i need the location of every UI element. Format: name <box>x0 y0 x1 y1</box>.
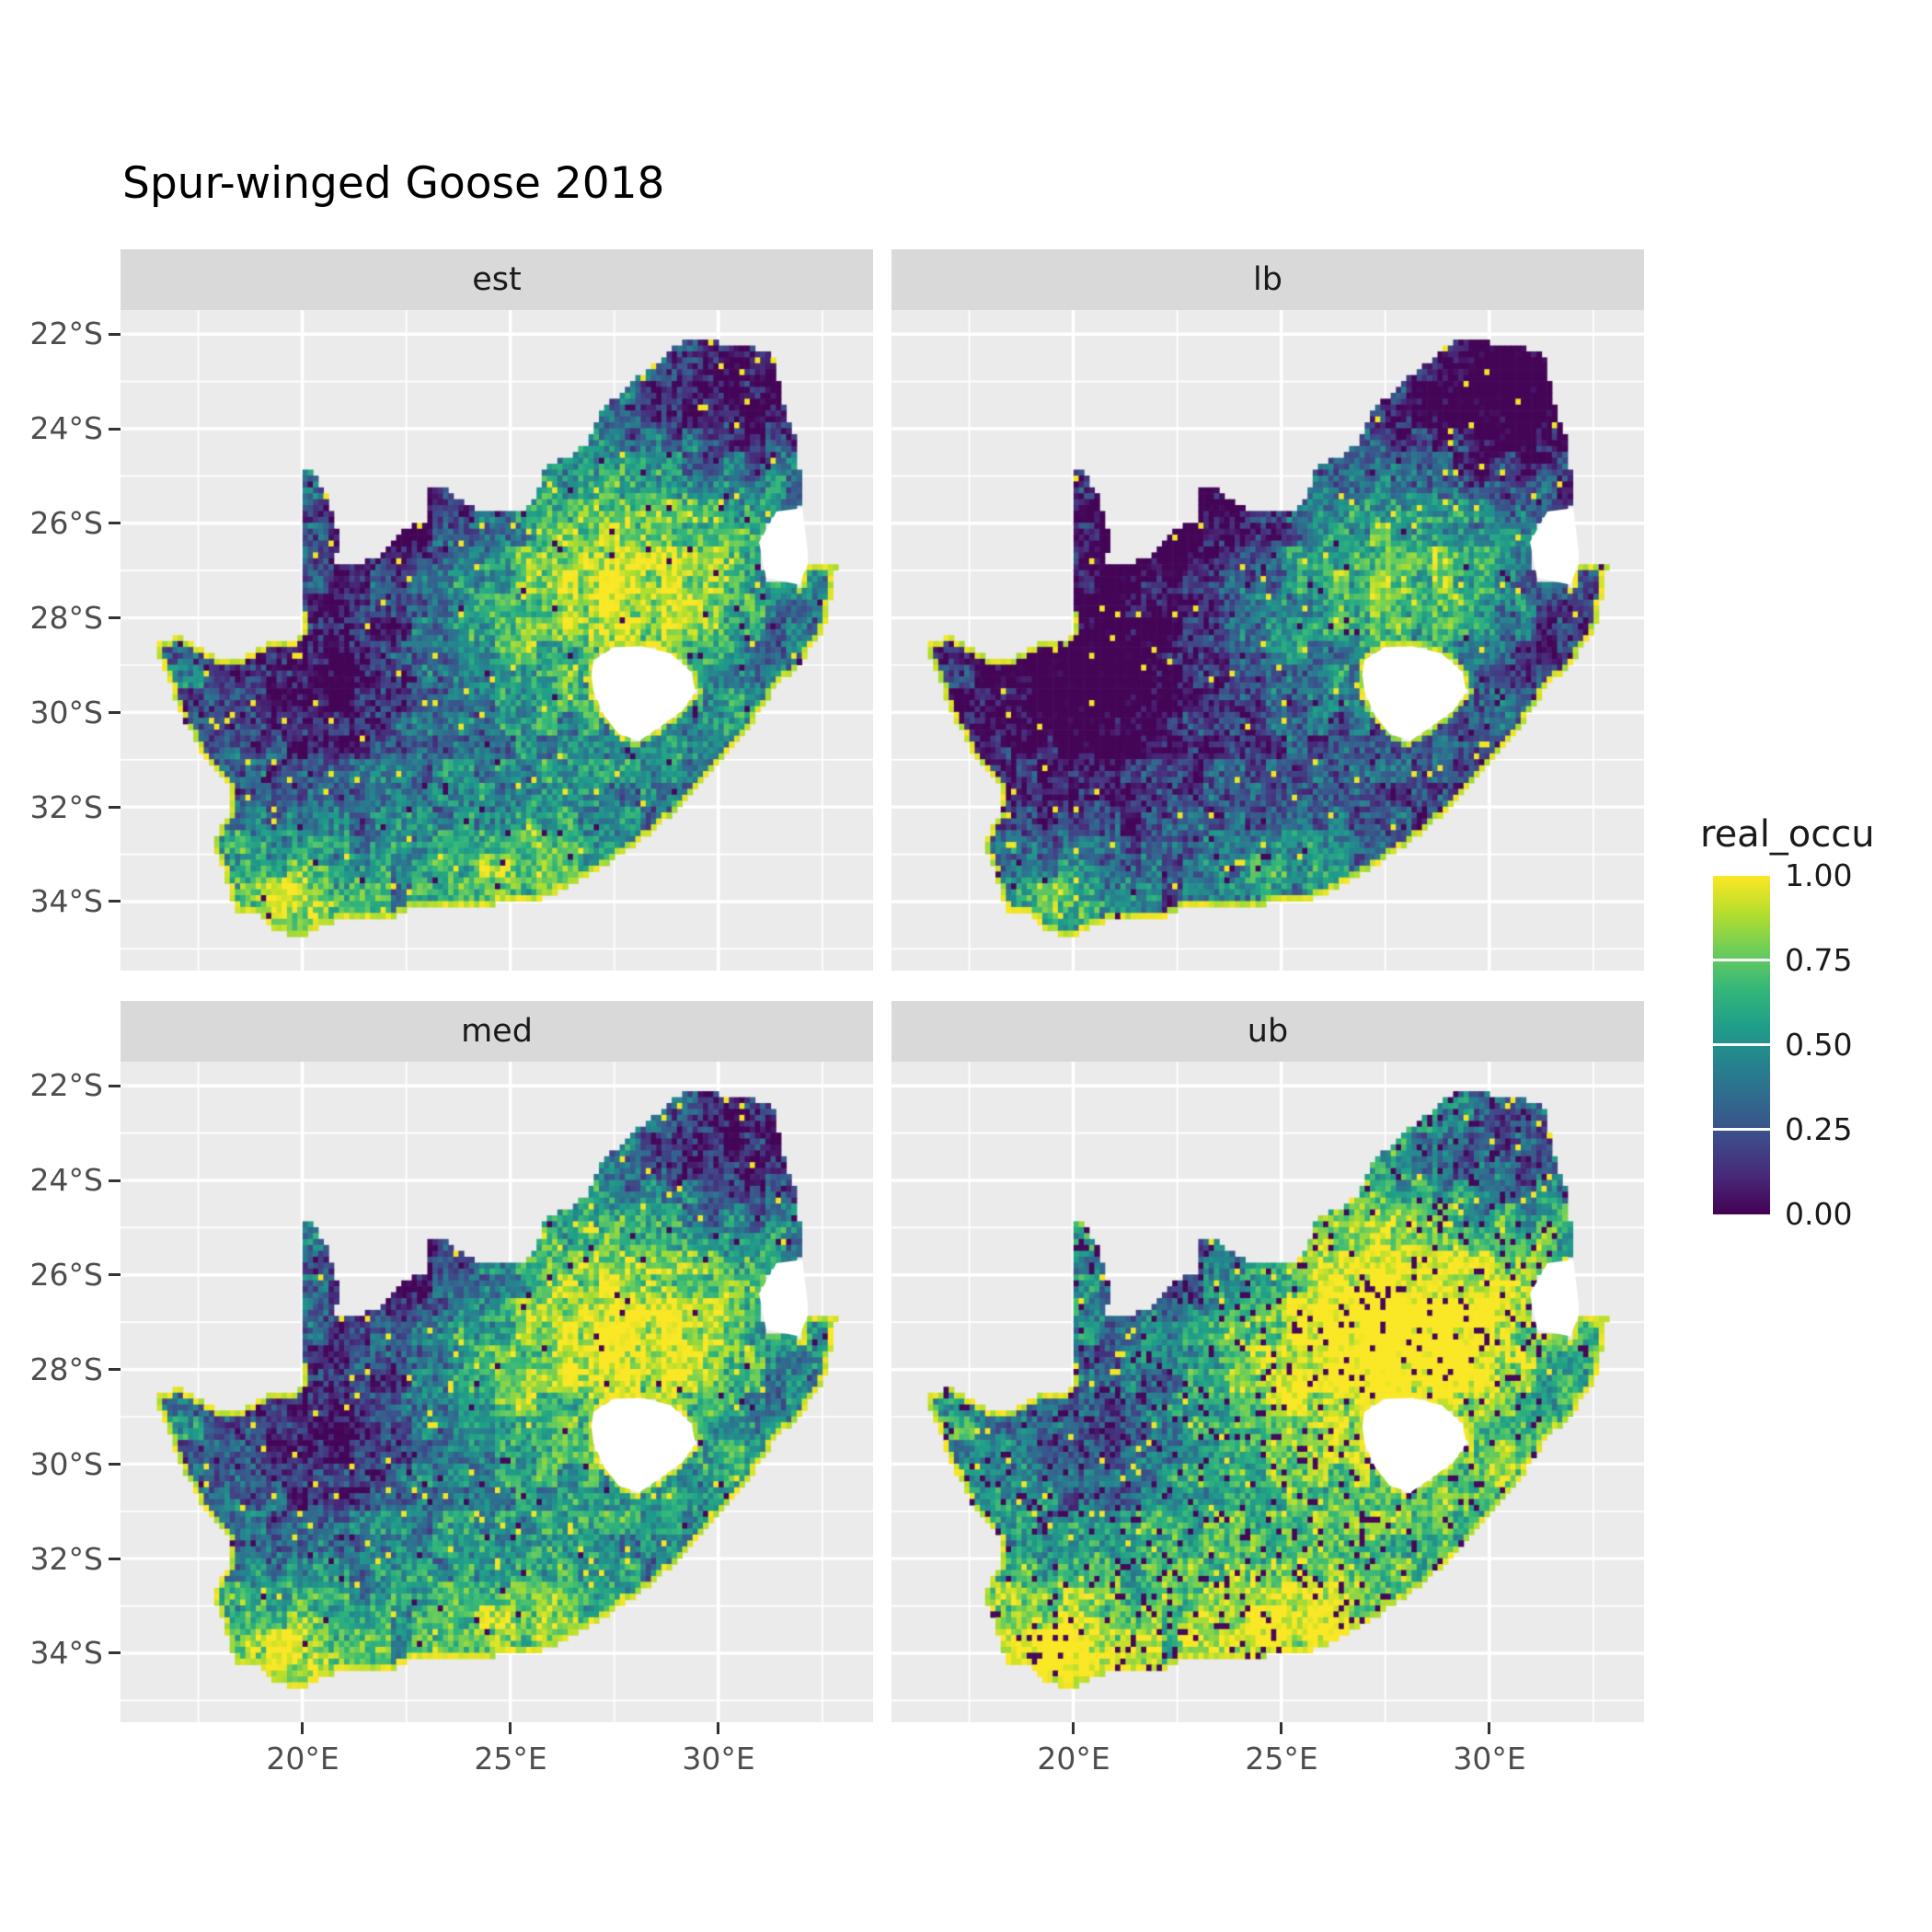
y-tick-label: 22°S <box>29 316 103 351</box>
facet-strip-est: est <box>121 249 873 310</box>
axis-tick <box>109 1179 121 1182</box>
y-tick-label: 28°S <box>29 600 103 636</box>
legend-title: real_occu <box>1700 813 1875 856</box>
axis-tick <box>109 332 121 336</box>
legend-colorbar-tick <box>1713 1043 1770 1046</box>
legend-tick-label: 0.50 <box>1785 1027 1853 1063</box>
legend-tick-label: 0.25 <box>1785 1111 1853 1147</box>
y-tick-label: 34°S <box>29 1635 103 1671</box>
legend-colorbar-tick <box>1713 959 1770 961</box>
facet-label-med: med <box>461 1013 533 1050</box>
facet-strip-med: med <box>121 1001 873 1062</box>
y-tick-label: 28°S <box>29 1351 103 1387</box>
legend-tick-label: 1.00 <box>1785 857 1853 893</box>
facet-med-map <box>121 1062 873 1722</box>
axis-tick <box>109 1651 121 1655</box>
x-tick-label: 30°E <box>1453 1741 1526 1777</box>
axis-tick <box>109 427 121 431</box>
axis-tick <box>717 1722 720 1734</box>
y-tick-label: 34°S <box>29 883 103 919</box>
axis-tick <box>109 1368 121 1372</box>
axis-tick <box>301 1722 305 1734</box>
facet-ub-map <box>891 1062 1644 1722</box>
legend-tick-label: 0.75 <box>1785 942 1853 978</box>
facet-strip-lb: lb <box>891 249 1644 310</box>
legend-colorbar-tick <box>1713 1128 1770 1131</box>
x-tick-label: 25°E <box>1245 1741 1318 1777</box>
facet-label-ub: ub <box>1247 1013 1289 1050</box>
y-tick-label: 26°S <box>29 505 103 541</box>
axis-tick <box>109 900 121 903</box>
axis-tick <box>109 805 121 809</box>
x-tick-label: 20°E <box>1037 1741 1110 1777</box>
x-tick-label: 25°E <box>474 1741 547 1777</box>
plot-title: Spur-winged Goose 2018 <box>122 158 665 209</box>
axis-tick <box>109 1273 121 1277</box>
facet-label-lb: lb <box>1253 261 1282 298</box>
y-tick-label: 32°S <box>29 789 103 825</box>
y-tick-label: 30°S <box>29 1446 103 1482</box>
facet-label-est: est <box>472 261 522 298</box>
facet-strip-ub: ub <box>891 1001 1644 1062</box>
y-tick-label: 22°S <box>29 1067 103 1103</box>
axis-tick <box>109 522 121 525</box>
axis-tick <box>1072 1722 1075 1734</box>
axis-tick <box>109 710 121 714</box>
axis-tick <box>109 1462 121 1466</box>
x-tick-label: 30°E <box>682 1741 755 1777</box>
y-tick-label: 26°S <box>29 1257 103 1293</box>
axis-tick <box>1488 1722 1491 1734</box>
axis-tick <box>109 1557 121 1560</box>
y-tick-label: 32°S <box>29 1541 103 1577</box>
legend-tick-label: 0.00 <box>1785 1196 1853 1232</box>
x-tick-label: 20°E <box>266 1741 339 1777</box>
axis-tick <box>1280 1722 1283 1734</box>
y-tick-label: 30°S <box>29 695 103 730</box>
facet-est-map <box>121 310 873 971</box>
facet-lb-map <box>891 310 1644 971</box>
axis-tick <box>109 616 121 620</box>
y-tick-label: 24°S <box>29 1162 103 1198</box>
axis-tick <box>109 1084 121 1087</box>
axis-tick <box>509 1722 512 1734</box>
y-tick-label: 24°S <box>29 410 103 446</box>
